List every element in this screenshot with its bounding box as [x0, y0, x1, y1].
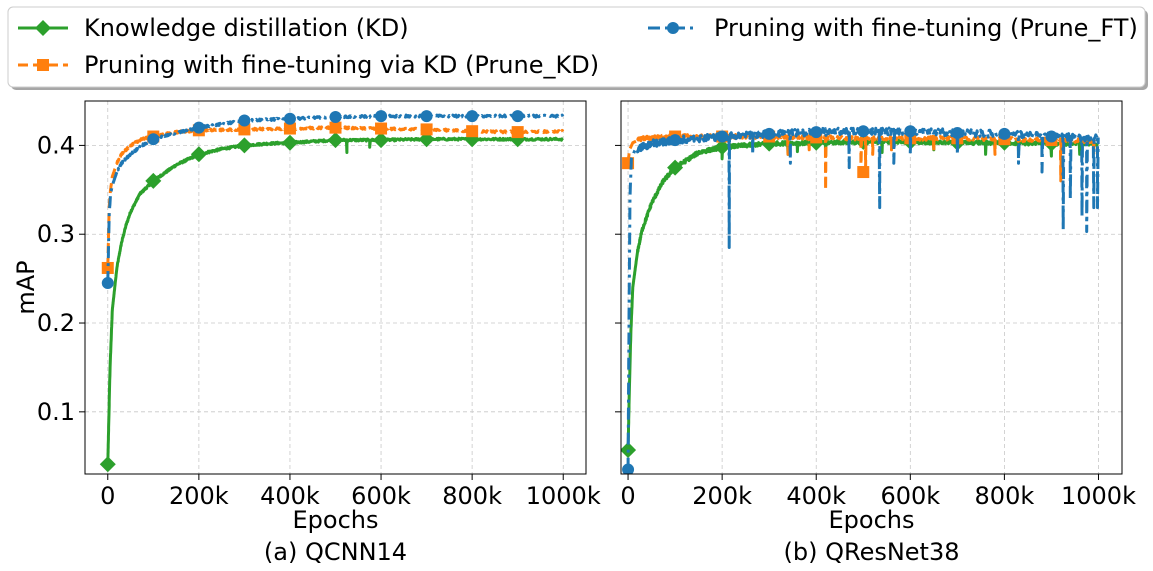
y-axis-label: mAP: [12, 260, 40, 314]
legend-marker: [37, 59, 49, 71]
series-line: [626, 126, 1100, 470]
series-marker: [714, 139, 731, 156]
series-marker: [373, 132, 390, 149]
series-marker: [667, 159, 684, 176]
series-marker: [236, 137, 253, 154]
series-marker: [1045, 130, 1058, 143]
y-tick-label: 0.3: [37, 220, 75, 248]
y-tick-label: 0.1: [37, 398, 75, 426]
series-marker: [147, 133, 160, 146]
series-marker: [329, 110, 342, 123]
series-marker: [238, 123, 251, 136]
series-marker: [951, 126, 964, 139]
legend-marker: [35, 20, 51, 36]
panel-a: 0 200k 400k 600k 800k 1000k 0.1 0.2 0.3 0.4 Epochs…: [12, 100, 601, 566]
series-marker: [101, 261, 114, 274]
legend-marker: [667, 22, 679, 34]
series-marker: [763, 127, 776, 140]
series-line: [106, 113, 565, 285]
legend-label: Pruning with fine-tuning (Prune_FT): [714, 14, 1138, 42]
legend-entry: Knowledge distillation (KD): [18, 14, 409, 42]
series-line: [626, 138, 1099, 452]
legend-entry: Pruning with fine-tuning (Prune_FT): [648, 14, 1138, 42]
series-marker: [238, 114, 251, 127]
series-marker: [145, 172, 162, 189]
axes-frame: [84, 100, 587, 475]
x-tick-label: 1000k: [526, 482, 601, 510]
series-marker: [669, 134, 682, 147]
series-marker: [327, 132, 344, 149]
x-tick-label: 800k: [442, 482, 502, 510]
series-marker: [101, 277, 114, 290]
series-marker: [622, 463, 635, 474]
x-tick-label: 600k: [351, 482, 411, 510]
x-tick-label: 1000k: [1061, 482, 1136, 510]
panel-caption: (b) QResNet38: [783, 538, 959, 566]
series-line: [106, 136, 564, 466]
x-tick-label: 800k: [975, 482, 1035, 510]
legend-frame: [7, 6, 1146, 88]
series-marker: [375, 110, 388, 123]
series-marker: [857, 125, 870, 138]
series-marker: [716, 130, 729, 143]
series-marker: [99, 456, 116, 473]
legend-entry: Pruning with fine-tuning via KD (Prune_K…: [18, 51, 599, 79]
panel-caption: (a) QCNN14: [264, 538, 407, 566]
series-marker: [466, 125, 479, 138]
series-marker: [190, 146, 207, 163]
series-marker: [283, 112, 296, 125]
series-marker: [511, 126, 524, 139]
series-marker: [857, 166, 870, 179]
series-marker: [420, 123, 433, 136]
x-tick-label: 400k: [260, 482, 320, 510]
series-marker: [283, 122, 296, 135]
legend-label: Pruning with fine-tuning via KD (Prune_K…: [84, 51, 599, 79]
x-tick-label: 400k: [786, 482, 846, 510]
legend-label: Knowledge distillation (KD): [84, 14, 409, 42]
series-marker: [511, 110, 524, 123]
x-tick-label: 0: [620, 482, 635, 510]
x-tick-label: 200k: [169, 482, 229, 510]
series-marker: [810, 126, 823, 139]
series-marker: [466, 110, 479, 123]
y-tick-label: 0.4: [37, 131, 75, 159]
y-tick-label: 0.2: [37, 309, 75, 337]
series-marker: [904, 125, 917, 138]
legend: Knowledge distillation (KD) Pruning with …: [7, 6, 1148, 90]
x-axis-label: Epochs: [829, 506, 915, 534]
axes-frame: [620, 100, 1123, 475]
series-marker: [375, 122, 388, 135]
series-marker: [192, 121, 205, 134]
series-line: [106, 125, 565, 270]
x-tick-label: 0: [100, 482, 115, 510]
series-marker: [998, 127, 1011, 140]
series-marker: [281, 134, 298, 151]
panels: 0 200k 400k 600k 800k 1000k 0.1 0.2 0.3 0.4 Epochs…: [12, 100, 1136, 566]
x-axis-label: Epochs: [293, 506, 379, 534]
x-tick-label: 200k: [692, 482, 752, 510]
series-marker: [329, 121, 342, 134]
panel-b: 0 200k 400k 600k 800k 1000k Epochs (b) QResNet3…: [615, 100, 1136, 566]
series-marker: [420, 110, 433, 123]
x-tick-label: 600k: [880, 482, 940, 510]
